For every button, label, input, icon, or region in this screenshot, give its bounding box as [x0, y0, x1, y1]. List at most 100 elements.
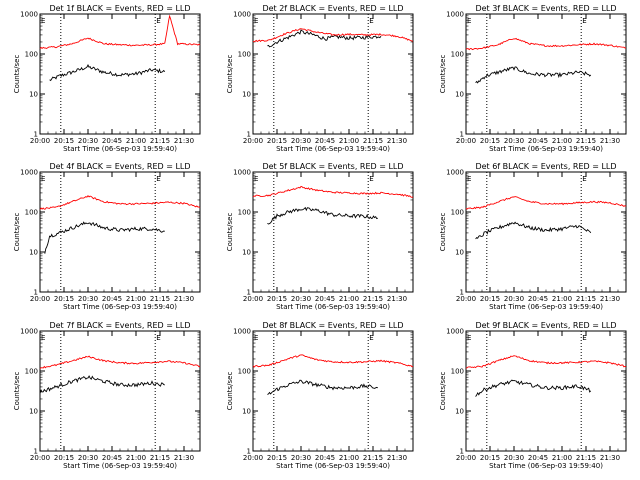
panel-title: Det 3f BLACK = Events, RED = LLD — [475, 4, 616, 13]
x-tick-label: 20:30 — [78, 137, 98, 145]
x-tick-label: 20:30 — [504, 137, 524, 145]
events-series-line — [44, 221, 165, 254]
x-tick-label: 20:45 — [528, 137, 548, 145]
y-axis-label: Counts/sec — [226, 213, 234, 252]
x-tick-label: 20:30 — [291, 454, 311, 462]
x-axis-label: Start Time (06-Sep-03 19:59:40) — [489, 303, 603, 311]
panel-title: Det 6f BLACK = Events, RED = LLD — [475, 162, 616, 171]
marker-label: E — [582, 17, 586, 25]
y-tick-label: 1000 — [20, 11, 38, 19]
x-tick-label: 21:00 — [552, 454, 572, 462]
x-tick-label: 20:15 — [267, 295, 287, 303]
y-tick-label: 1 — [247, 131, 251, 139]
y-tick-label: 10 — [242, 408, 251, 416]
x-tick-label: 20:15 — [54, 137, 74, 145]
events-series-line — [267, 379, 378, 395]
y-axis-label: Counts/sec — [13, 55, 21, 94]
x-tick-label: 20:00 — [30, 295, 50, 303]
marker-label: E — [582, 334, 586, 342]
y-tick-label: 1 — [34, 289, 38, 297]
x-tick-label: 21:30 — [600, 295, 620, 303]
x-axis-label: Start Time (06-Sep-03 19:59:40) — [63, 303, 177, 311]
y-tick-label: 10 — [29, 408, 38, 416]
x-axis-label: Start Time (06-Sep-03 19:59:40) — [276, 303, 390, 311]
plot-frame — [252, 13, 414, 135]
marker-label: E — [467, 175, 471, 183]
panel-title: Det 1f BLACK = Events, RED = LLD — [49, 4, 190, 13]
x-tick-label: 21:00 — [552, 137, 572, 145]
marker-label: E — [156, 175, 160, 183]
lld-series-line — [465, 196, 627, 210]
x-tick-label: 21:00 — [339, 137, 359, 145]
x-tick-label: 20:30 — [78, 454, 98, 462]
panel-title: Det 7f BLACK = Events, RED = LLD — [49, 321, 190, 330]
y-tick-label: 1 — [34, 448, 38, 456]
x-tick-label: 20:15 — [54, 295, 74, 303]
x-tick-label: 20:45 — [315, 454, 335, 462]
y-axis-label: Counts/sec — [13, 372, 21, 411]
x-tick-label: 20:30 — [504, 295, 524, 303]
x-axis-label: Start Time (06-Sep-03 19:59:40) — [489, 462, 603, 470]
x-tick-label: 21:15 — [363, 137, 383, 145]
marker-label: E — [369, 17, 373, 25]
y-tick-label: 1000 — [233, 169, 251, 177]
x-tick-label: 21:15 — [150, 454, 170, 462]
panel-title: Det 9f BLACK = Events, RED = LLD — [475, 321, 616, 330]
x-tick-label: 20:00 — [456, 137, 476, 145]
x-tick-label: 20:15 — [480, 454, 500, 462]
x-tick-label: 21:00 — [126, 454, 146, 462]
x-tick-label: 20:45 — [315, 137, 335, 145]
y-tick-label: 100 — [25, 368, 38, 376]
x-tick-label: 21:30 — [600, 454, 620, 462]
plot-frame — [252, 330, 414, 452]
x-tick-label: 20:45 — [102, 295, 122, 303]
x-tick-label: 20:15 — [480, 137, 500, 145]
panel-det-5: Det 5f BLACK = Events, RED = LLD 1 10 100 10… — [226, 162, 414, 311]
y-tick-label: 100 — [238, 51, 251, 59]
y-tick-label: 1000 — [446, 169, 464, 177]
x-axis-label: Start Time (06-Sep-03 19:59:40) — [63, 462, 177, 470]
marker-label: E — [369, 175, 373, 183]
panel-title: Det 8f BLACK = Events, RED = LLD — [262, 321, 403, 330]
x-tick-label: 20:00 — [456, 295, 476, 303]
x-tick-label: 21:00 — [126, 137, 146, 145]
x-tick-label: 21:30 — [387, 295, 407, 303]
y-tick-label: 1 — [247, 448, 251, 456]
x-tick-label: 21:30 — [387, 137, 407, 145]
marker-label: E — [156, 334, 160, 342]
x-tick-label: 20:15 — [267, 454, 287, 462]
y-tick-label: 100 — [451, 51, 464, 59]
y-tick-label: 1000 — [20, 169, 38, 177]
x-tick-label: 21:15 — [576, 137, 596, 145]
events-series-line — [475, 379, 592, 397]
y-tick-label: 1 — [247, 289, 251, 297]
x-tick-label: 21:15 — [150, 137, 170, 145]
marker-label: E — [254, 175, 258, 183]
y-tick-label: 100 — [451, 368, 464, 376]
events-series-line — [475, 221, 592, 240]
lld-series-line — [252, 28, 413, 43]
marker-label: E — [254, 334, 258, 342]
x-tick-label: 20:45 — [528, 295, 548, 303]
y-tick-label: 10 — [242, 249, 251, 257]
marker-label: E — [467, 334, 471, 342]
x-axis-label: Start Time (06-Sep-03 19:59:40) — [276, 145, 390, 153]
lld-series-line — [465, 355, 627, 369]
y-axis-label: Counts/sec — [226, 55, 234, 94]
x-tick-label: 20:30 — [78, 295, 98, 303]
y-tick-label: 1000 — [446, 11, 464, 19]
events-series-line — [267, 29, 382, 48]
lld-series-line — [39, 14, 201, 50]
marker-label: E — [467, 17, 471, 25]
y-tick-label: 10 — [455, 249, 464, 257]
y-tick-label: 100 — [25, 209, 38, 217]
marker-label: E — [582, 175, 586, 183]
x-tick-label: 20:00 — [243, 454, 263, 462]
x-axis-label: Start Time (06-Sep-03 19:59:40) — [63, 145, 177, 153]
x-tick-label: 21:30 — [600, 137, 620, 145]
y-tick-label: 1 — [460, 131, 464, 139]
marker-label: E — [254, 17, 258, 25]
y-tick-label: 100 — [238, 209, 251, 217]
y-tick-label: 1 — [34, 131, 38, 139]
